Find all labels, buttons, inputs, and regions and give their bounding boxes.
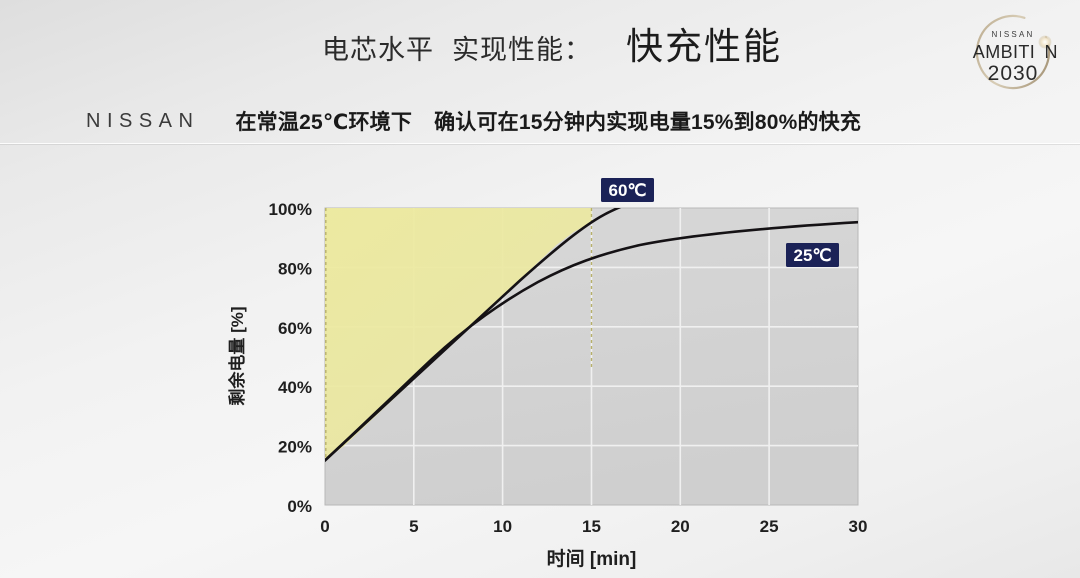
logo-year: 2030: [988, 62, 1039, 85]
x-tick-10: 10: [493, 517, 512, 536]
x-tick-30: 30: [849, 517, 868, 536]
title-part-2: 实现性能：: [452, 35, 592, 65]
y-tick-40: 40%: [278, 378, 312, 397]
y-tick-20: 20%: [278, 438, 312, 457]
slide-subtitle: NISSAN 在常温25℃环境下 确认可在15分钟内实现电量15%到80%的快充: [0, 104, 1080, 138]
y-tick-100: 100%: [269, 200, 312, 219]
window-dashed-bounds: [325, 208, 593, 460]
y-axis-title: 剩余电量 [%]: [227, 306, 247, 405]
x-axis-title: 时间 [min]: [547, 548, 637, 570]
logo-brand-text: NISSAN: [992, 30, 1035, 39]
badge-25c-label: 25℃: [793, 246, 831, 265]
x-tick-5: 5: [409, 517, 418, 536]
badge-60c: 60℃: [601, 178, 654, 202]
logo-ambition-right: N: [1045, 42, 1058, 62]
subtitle-part-2: 确认可在15分钟内实现电量15%到80%的快充: [434, 111, 862, 134]
curve-60c: [325, 208, 622, 462]
x-tick-25: 25: [760, 517, 779, 536]
fast-charge-chart: 60℃ 25℃ 100% 80% 60% 40% 20% 0% 0 5 10: [0, 160, 1080, 578]
y-tick-80: 80%: [278, 259, 312, 278]
title-highlight: 快充性能: [626, 26, 782, 67]
subtitle-part-1: 在常温25℃环境下: [235, 111, 413, 134]
header-divider: [0, 143, 1080, 144]
x-tick-15: 15: [582, 517, 601, 536]
ambition-2030-logo: NISSAN AMBITI N 2030: [954, 6, 1072, 98]
x-tick-0: 0: [320, 517, 329, 536]
ambition-ring-icon: [975, 14, 1052, 90]
logo-ambition-left: AMBITI: [973, 42, 1035, 62]
x-tick-20: 20: [671, 517, 690, 536]
badge-60c-label: 60℃: [608, 181, 646, 200]
x-axis-ticks: 0 5 10 15 20 25 30: [320, 517, 867, 536]
slide-title: 电芯水平 实现性能： 快充性能: [0, 28, 1080, 90]
nissan-wordmark: NISSAN: [86, 109, 200, 132]
badge-25c: 25℃: [786, 243, 839, 267]
y-tick-60: 60%: [278, 319, 312, 338]
y-axis-ticks: 100% 80% 60% 40% 20% 0%: [269, 200, 312, 516]
y-tick-0: 0%: [287, 497, 312, 516]
title-part-1: 电芯水平: [322, 35, 434, 65]
